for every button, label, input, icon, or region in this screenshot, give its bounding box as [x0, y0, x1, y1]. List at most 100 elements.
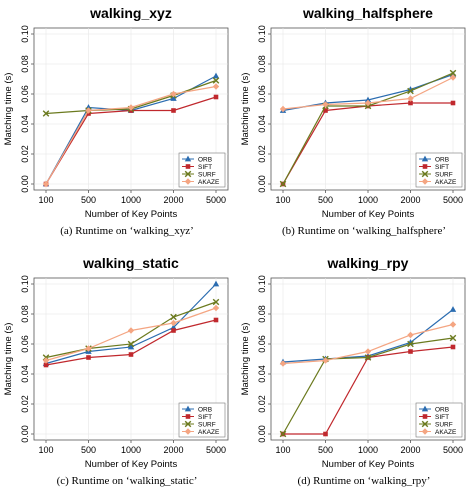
legend-label: SIFT — [198, 164, 212, 171]
x-tick-label: 5000 — [206, 445, 226, 455]
y-tick-label: 0.06 — [257, 335, 267, 353]
data-point-surf — [279, 180, 287, 188]
data-point-sift — [323, 108, 328, 113]
y-tick-label: 0.04 — [257, 115, 267, 133]
legend-marker-akaze — [421, 428, 429, 435]
x-axis-label: Number of Key Points — [322, 459, 415, 470]
data-point-akaze — [42, 180, 50, 188]
x-tick-label: 500 — [318, 195, 333, 205]
x-tick-label: 100 — [38, 195, 53, 205]
data-point-sift — [86, 355, 91, 360]
legend-marker-sift — [422, 414, 428, 419]
series-akaze — [279, 74, 457, 113]
chart-svg: walking_static 0.00 0.02 0.04 0.06 0.08 0.10 10… — [3, 255, 229, 487]
x-tick-label: 2000 — [400, 445, 420, 455]
chart-svg: walking_rpy 0.00 0.02 0.04 0.06 0.08 0.10 100 50… — [240, 255, 466, 487]
series-akaze — [42, 304, 220, 364]
data-point-akaze — [212, 304, 220, 312]
y-tick-label: 0.08 — [20, 55, 30, 73]
x-tick-label: 2000 — [163, 445, 183, 455]
chart-panel-2: walking_halfsphere 0.00 0.02 0.04 0.06 0.08 0.… — [237, 0, 474, 250]
data-point-akaze — [170, 90, 177, 98]
legend-marker-surf — [184, 170, 192, 178]
y-tick-label: 0.04 — [20, 115, 30, 133]
chart-panel-1: walking_xyz 0.00 0.02 0.04 0.06 0.08 0.10 100 50… — [0, 0, 237, 250]
chart-svg: walking_halfsphere 0.00 0.02 0.04 0.06 0.08 0.… — [240, 5, 466, 237]
legend-marker-sift — [185, 164, 191, 169]
legend-label: SIFT — [435, 414, 449, 421]
data-point-orb — [449, 306, 457, 312]
data-point-sift — [43, 362, 49, 368]
data-point-surf — [449, 69, 457, 77]
y-tick-label: 0.06 — [257, 85, 267, 103]
y-tick-label: 0.00 — [20, 175, 30, 193]
data-point-surf — [212, 298, 220, 306]
data-point-surf — [407, 340, 414, 348]
data-point-akaze — [127, 104, 135, 111]
y-tick-label: 0.02 — [20, 395, 30, 413]
y-tick-label: 0.06 — [20, 85, 30, 103]
data-point-orb — [212, 72, 220, 79]
y-tick-label: 0.10 — [257, 275, 267, 293]
data-point-orb — [127, 343, 135, 350]
y-tick-label: 0.00 — [257, 175, 267, 193]
data-point-akaze — [364, 348, 372, 355]
data-point-akaze — [127, 327, 135, 334]
data-point-surf — [127, 340, 135, 348]
chart-title: walking_rpy — [327, 255, 409, 271]
x-axis-label: Number of Key Points — [322, 209, 415, 220]
panel-caption: (c) Runtime on ‘walking_static’ — [57, 475, 198, 487]
data-point-akaze — [322, 357, 329, 364]
x-tick-label: 1000 — [121, 195, 141, 205]
data-point-akaze — [407, 331, 414, 339]
legend-label: SURF — [198, 171, 216, 178]
legend-marker-surf — [184, 420, 192, 428]
y-tick-label: 0.08 — [257, 55, 267, 73]
y-tick-label: 0.02 — [257, 145, 267, 163]
legend-label: SIFT — [435, 164, 449, 171]
panel-caption: (b) Runtime on ‘walking_halfsphere’ — [282, 225, 446, 237]
legend-marker-akaze — [421, 178, 429, 185]
data-point-akaze — [85, 107, 92, 114]
data-point-akaze — [449, 74, 457, 81]
x-tick-label: 500 — [81, 445, 96, 455]
data-point-orb — [212, 280, 220, 287]
chart-panel-3: walking_static 0.00 0.02 0.04 0.06 0.08 0.10 10… — [0, 250, 237, 500]
data-point-sift — [408, 100, 413, 106]
chart-title: walking_xyz — [89, 5, 172, 21]
chart-title: walking_static — [82, 255, 179, 271]
legend-label: ORB — [435, 406, 449, 413]
x-tick-label: 100 — [38, 445, 53, 455]
y-tick-label: 0.00 — [257, 425, 267, 443]
y-axis-label: Matching time (s) — [240, 73, 251, 146]
data-point-sift — [171, 108, 176, 113]
y-tick-label: 0.10 — [257, 25, 267, 43]
data-point-akaze — [407, 95, 414, 102]
data-point-sift — [213, 317, 219, 323]
data-point-sift — [450, 344, 456, 350]
x-tick-label: 1000 — [358, 195, 378, 205]
x-axis-label: Number of Key Points — [85, 209, 178, 220]
legend-label: AKAZE — [435, 429, 457, 436]
x-tick-label: 2000 — [163, 195, 183, 205]
x-tick-label: 500 — [81, 195, 96, 205]
data-point-sift — [213, 94, 219, 100]
legend-marker-orb — [421, 155, 429, 162]
data-point-akaze — [279, 105, 287, 113]
y-tick-label: 0.00 — [20, 425, 30, 443]
x-tick-label: 5000 — [206, 195, 226, 205]
x-tick-label: 5000 — [443, 445, 463, 455]
series-sift — [43, 317, 219, 368]
legend-marker-akaze — [184, 178, 192, 185]
x-tick-label: 1000 — [121, 445, 141, 455]
y-tick-label: 0.02 — [20, 145, 30, 163]
data-point-akaze — [42, 357, 50, 364]
legend-marker-orb — [184, 405, 192, 412]
y-tick-label: 0.04 — [257, 365, 267, 383]
data-point-sift — [323, 431, 328, 437]
legend-marker-akaze — [184, 428, 192, 435]
x-tick-label: 100 — [275, 445, 290, 455]
x-tick-label: 1000 — [358, 445, 378, 455]
y-tick-label: 0.10 — [20, 25, 30, 43]
